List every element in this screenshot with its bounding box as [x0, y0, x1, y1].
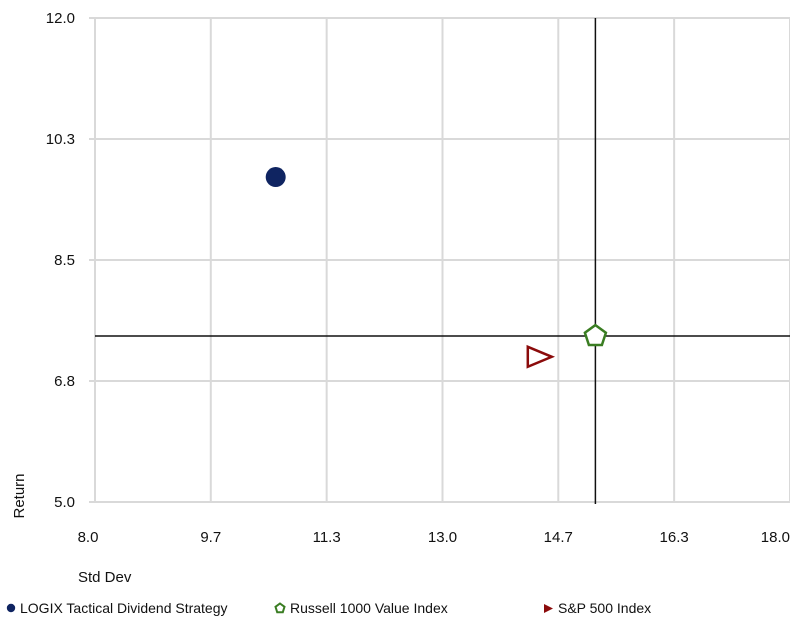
- data-point-russell: [583, 323, 608, 347]
- y-tick-label: 6.8: [54, 373, 75, 390]
- x-tick-label: 13.0: [428, 529, 457, 546]
- data-points: [265, 167, 608, 369]
- legend-label-russell: Russell 1000 Value Index: [290, 600, 448, 616]
- legend-label-logix: LOGIX Tactical Dividend Strategy: [20, 600, 228, 616]
- legend-label-sp500: S&P 500 Index: [558, 600, 652, 616]
- x-axis-title: Std Dev: [78, 569, 132, 586]
- legend-item-sp500: S&P 500 Index: [543, 600, 651, 616]
- y-axis-ticks: 5.0 6.8 8.5 10.3 12.0: [46, 10, 75, 511]
- data-point-sp500: [526, 344, 556, 369]
- data-point-logix: [265, 167, 286, 188]
- legend-item-logix: LOGIX Tactical Dividend Strategy: [6, 600, 228, 616]
- y-tick-label: 12.0: [46, 10, 75, 27]
- y-tick-label: 8.5: [54, 252, 75, 269]
- y-tick-label: 10.3: [46, 131, 75, 148]
- y-axis-title: Return: [11, 473, 28, 518]
- reference-lines: [95, 18, 790, 504]
- x-tick-label: 16.3: [660, 529, 689, 546]
- x-tick-label: 18.0: [761, 529, 790, 546]
- legend-triangle-icon: [544, 603, 553, 613]
- x-tick-label: 11.3: [313, 529, 341, 546]
- x-axis-ticks: 8.0 9.7 11.3 13.0 14.7 16.3 18.0: [78, 529, 790, 546]
- y-tick-label: 5.0: [54, 494, 75, 511]
- legend: LOGIX Tactical Dividend Strategy Russell…: [6, 600, 790, 622]
- x-tick-label: 8.0: [78, 529, 99, 546]
- x-tick-label: 14.7: [544, 529, 573, 546]
- x-tick-label: 9.7: [200, 529, 221, 546]
- grid-lines: [89, 17, 790, 503]
- legend-item-russell: Russell 1000 Value Index: [274, 600, 448, 616]
- legend-circle-icon: [6, 603, 16, 613]
- legend-pentagon-icon: [274, 602, 286, 614]
